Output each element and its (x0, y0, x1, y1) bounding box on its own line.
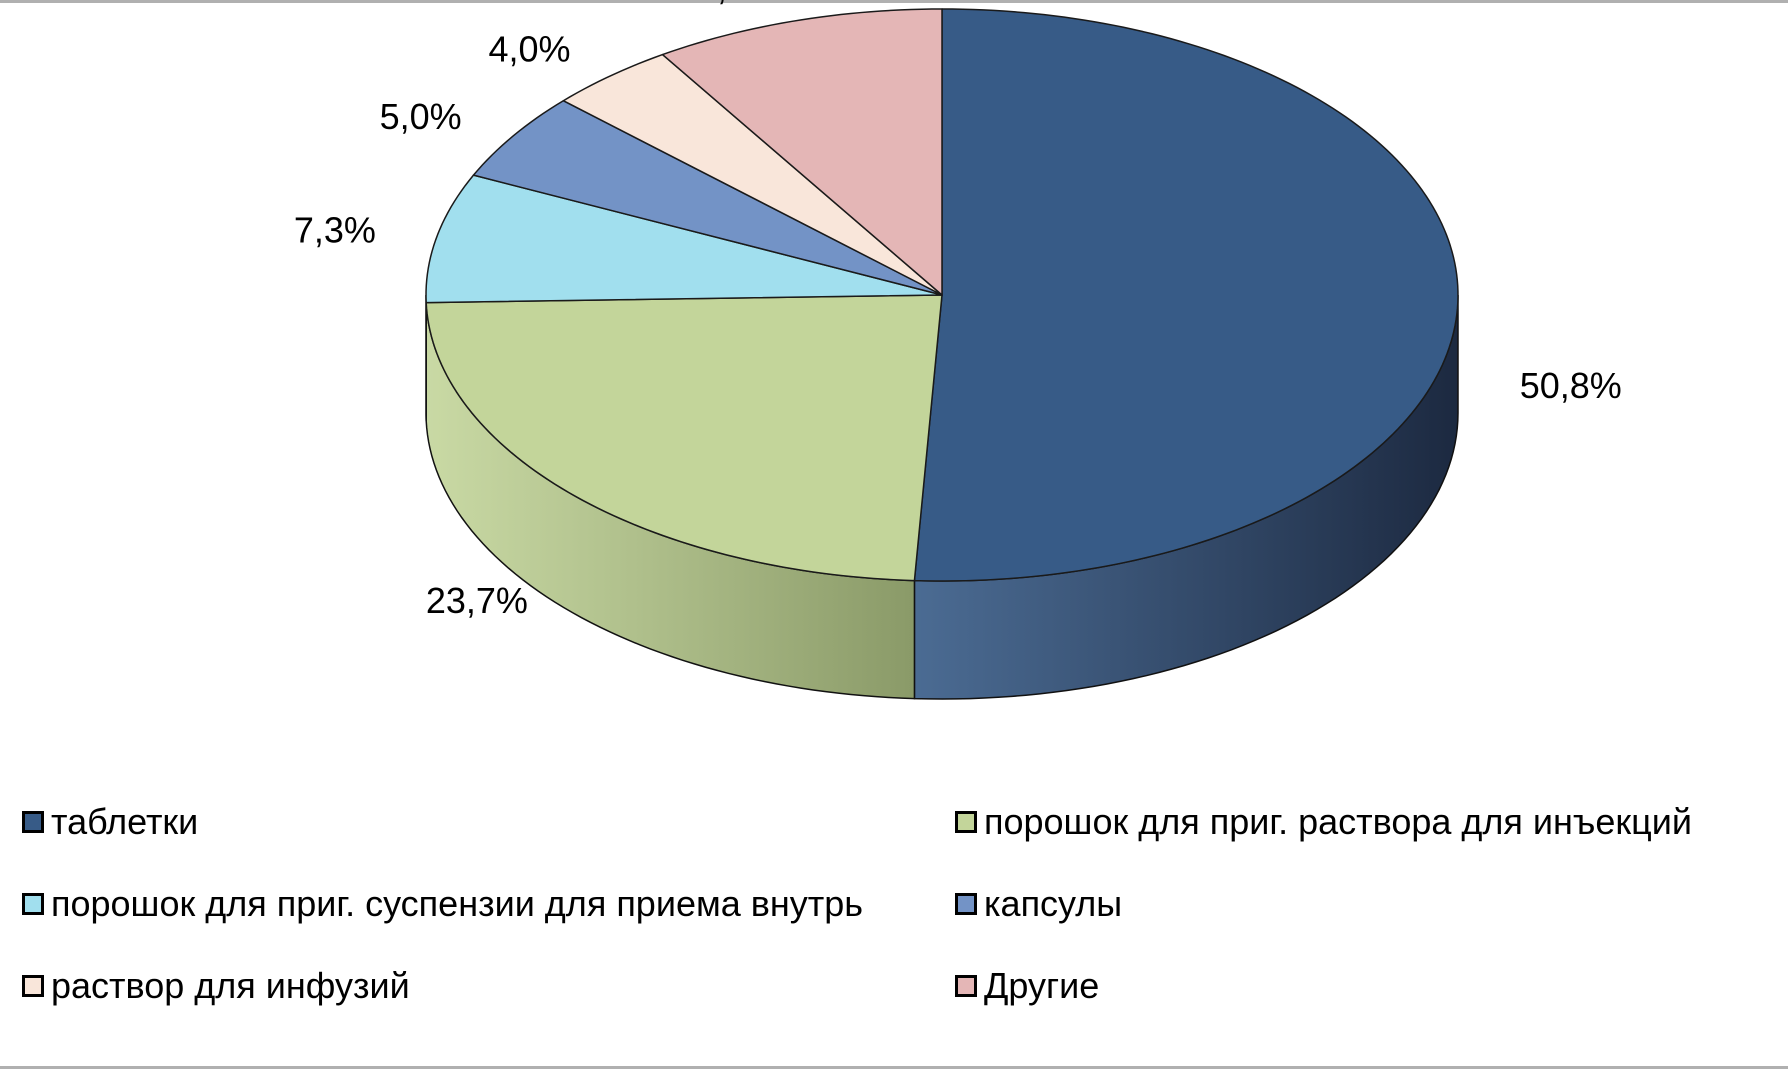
data-label-раствор-для-инфузий: 4,0% (488, 29, 570, 70)
data-label-порошок-для-приг-суспензии-для-приема-внутрь: 7,3% (294, 210, 376, 251)
data-label-капсулы: 5,0% (380, 96, 462, 137)
chart-frame-top (0, 0, 1788, 3)
pie-slice-капсулы (472, 99, 943, 296)
data-label-таблетки: 50,8% (1520, 365, 1622, 406)
pie-slice-раствор-для-инфузий (562, 53, 943, 296)
pie-slice-другие (661, 8, 943, 296)
chart-frame-bottom (0, 1066, 1788, 1069)
pie-slice-порошок-для-приг-раствора-для-инъекций (425, 294, 943, 582)
data-label-другие: 9,1% (697, 0, 779, 8)
pie-slice-порошок-для-приг-суспензии-для-приема-внутрь (425, 174, 943, 304)
pie-slice-таблетки (913, 8, 1459, 582)
data-label-порошок-для-приг-раствора-для-инъекций: 23,7% (426, 580, 528, 621)
